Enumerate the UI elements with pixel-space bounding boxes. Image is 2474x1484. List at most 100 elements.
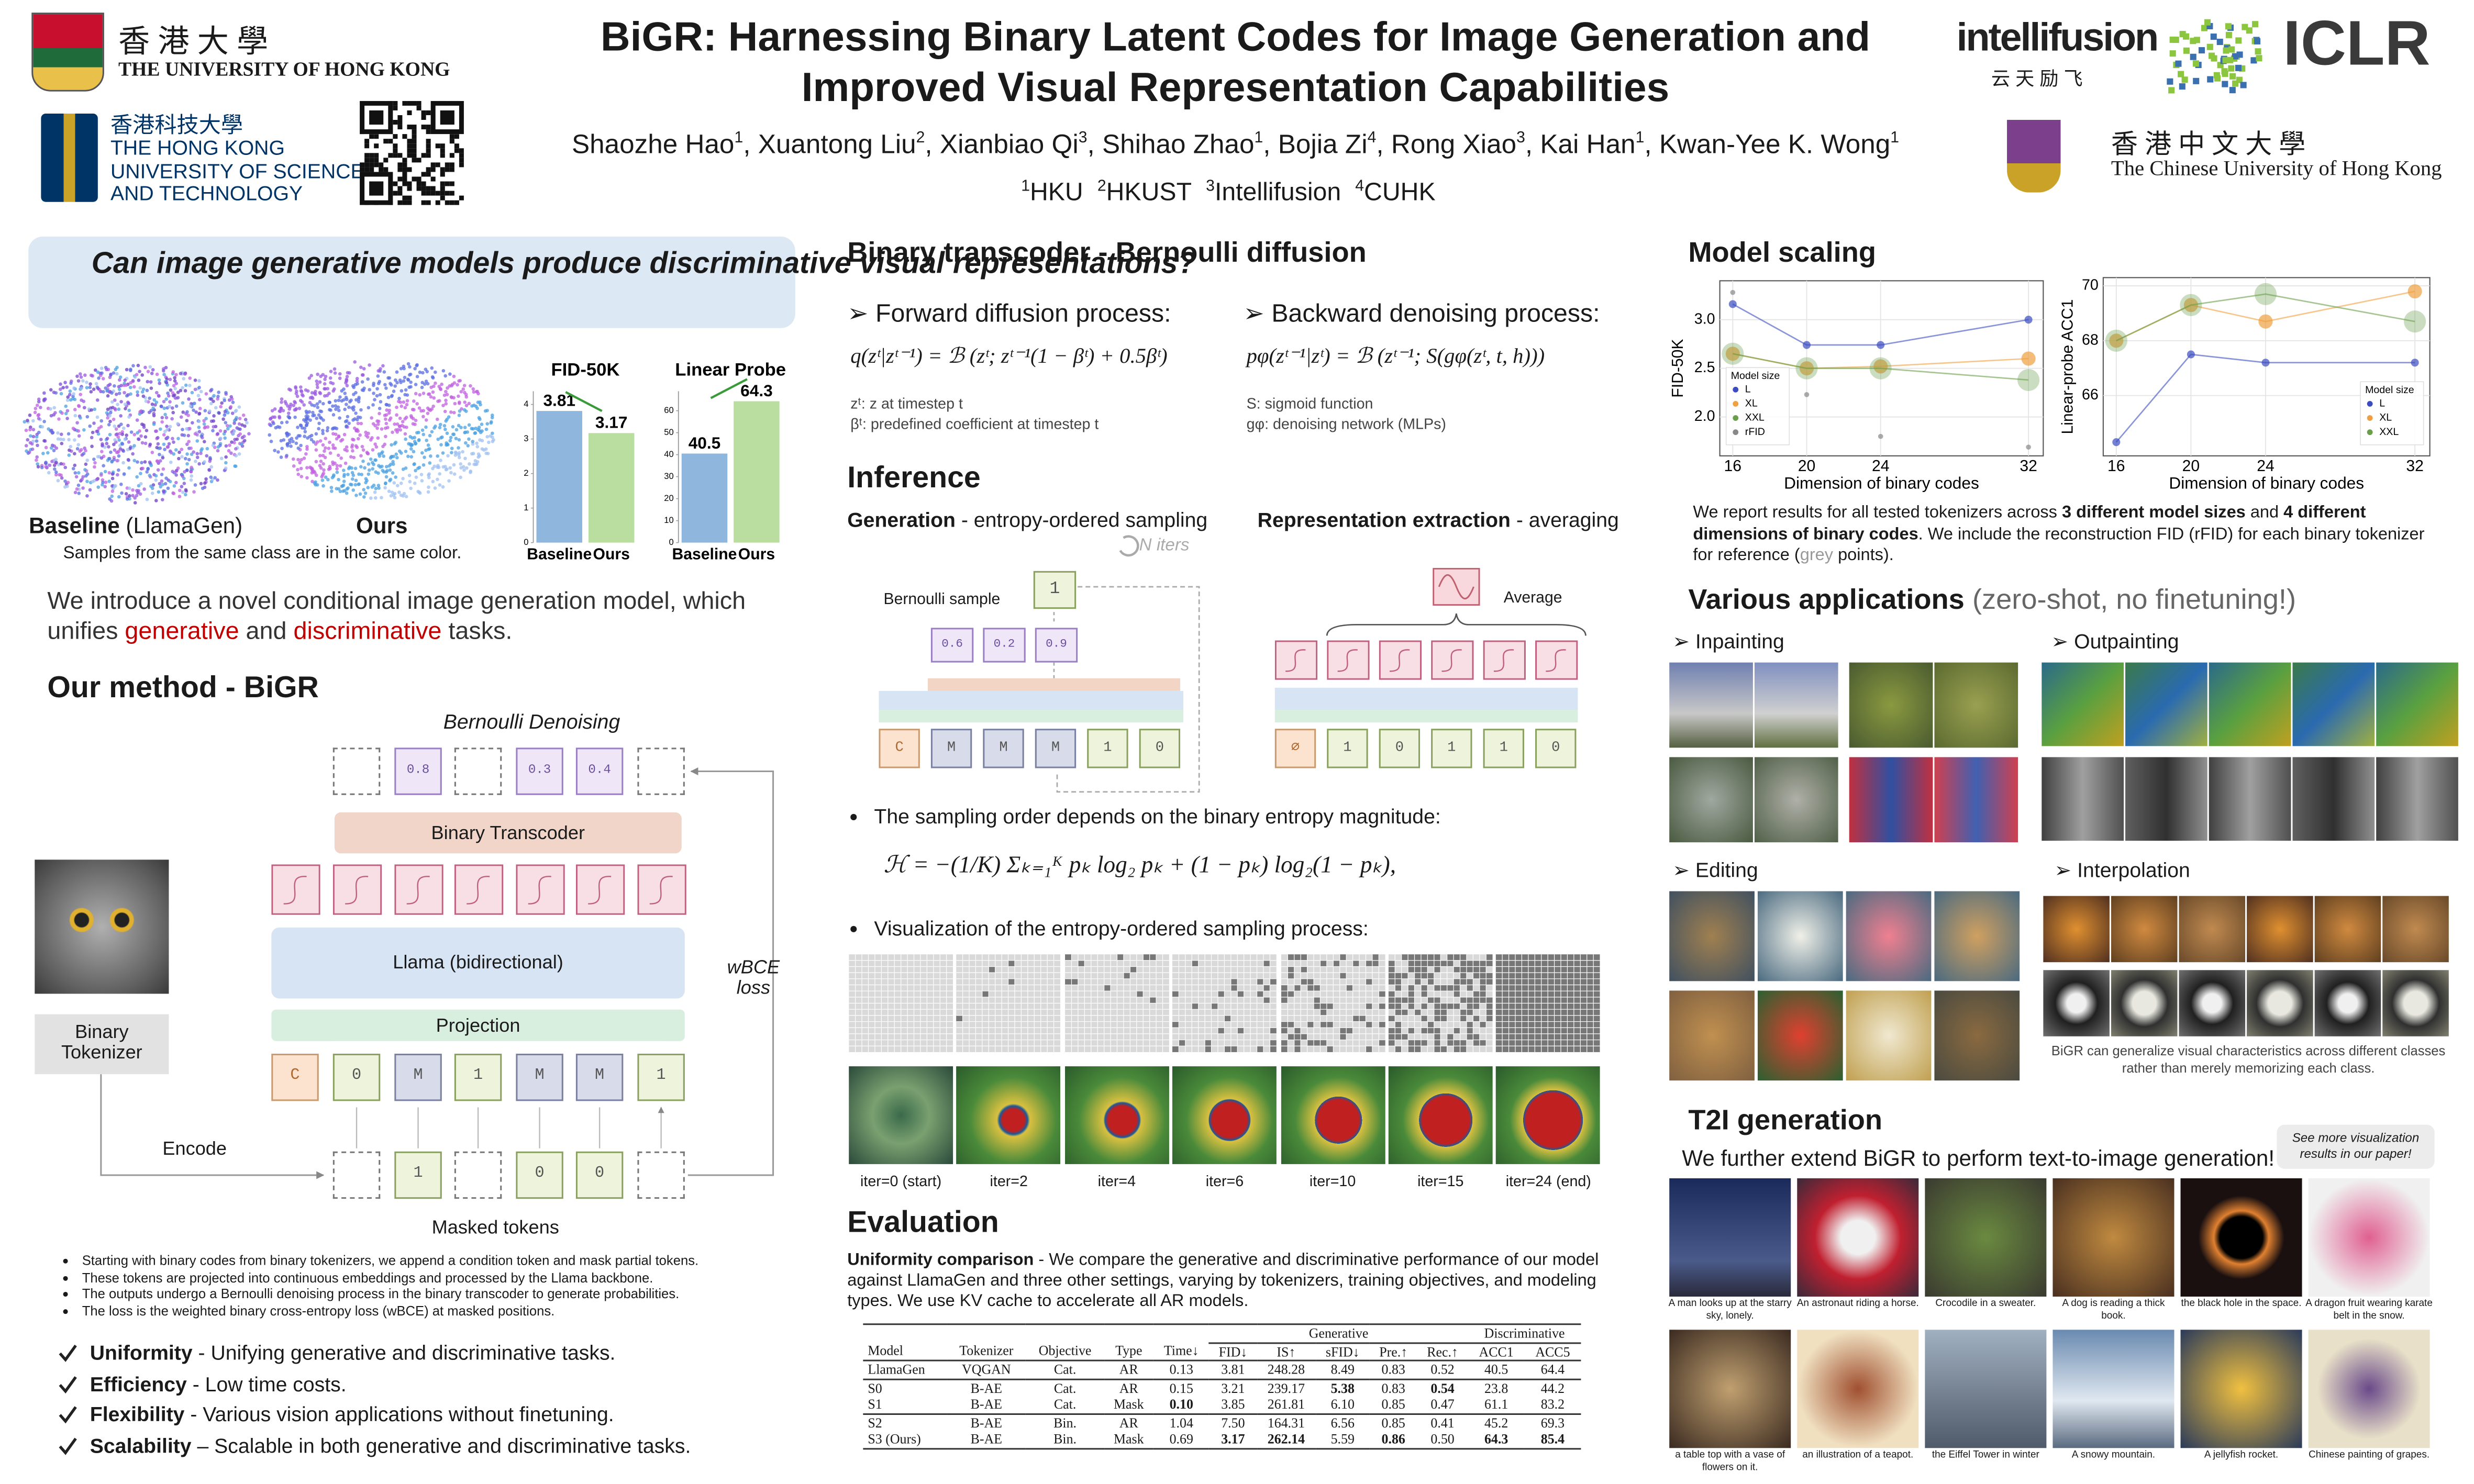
- qr-cell: [426, 200, 431, 205]
- sampled-cell: [1447, 1040, 1454, 1046]
- tsne-point: [476, 392, 480, 396]
- text-run: . We include the reconstruction FID (rFI…: [1693, 524, 2425, 565]
- tsne-point: [105, 437, 109, 441]
- tsne-point: [225, 423, 229, 428]
- tsne-point: [68, 393, 72, 397]
- tsne-point: [363, 466, 367, 470]
- tsne-point: [143, 365, 147, 370]
- tsne-point: [421, 371, 425, 375]
- tsne-point: [368, 363, 371, 367]
- table-cell: 0.85: [1381, 1414, 1405, 1430]
- t2i-caption: Chinese painting of grapes.: [2309, 1449, 2430, 1461]
- column-header: ACC5: [1535, 1343, 1570, 1359]
- tsne-point: [360, 380, 364, 384]
- sampled-cell: [1541, 1009, 1549, 1016]
- sampled-cell: [1516, 966, 1523, 973]
- tsne-point: [359, 465, 363, 469]
- tsne-point: [453, 401, 457, 406]
- qr-cell: [374, 134, 379, 139]
- tsne-point: [444, 401, 448, 406]
- logo-dot: [2207, 76, 2214, 83]
- column-header: Time↓: [1163, 1343, 1199, 1359]
- title: Improved Visual Representation Capabilit…: [801, 63, 1670, 110]
- tsne-point: [304, 452, 308, 456]
- tsne-point: [157, 378, 161, 382]
- projection-label: Projection: [436, 1014, 520, 1036]
- tsne-point: [149, 463, 153, 467]
- tsne-point: [224, 466, 228, 470]
- tsne-point: [28, 441, 32, 445]
- tsne-point: [331, 462, 335, 466]
- tsne-point: [364, 477, 368, 481]
- tsne-point: [136, 431, 139, 435]
- tsne-point: [389, 477, 393, 482]
- qr-cell: [416, 176, 421, 182]
- tsne-point: [285, 432, 290, 436]
- sampled-cell: [1142, 954, 1150, 961]
- cuhk-crest: [2007, 120, 2061, 193]
- tsne-point: [112, 417, 116, 421]
- tsne-point: [456, 383, 459, 387]
- tsne-point: [216, 395, 220, 398]
- author-name: Shaozhe Hao: [571, 129, 735, 160]
- sampled-cell: [1555, 1028, 1562, 1034]
- qr-cell: [402, 176, 407, 182]
- sampled-cell: [1319, 1021, 1326, 1028]
- baseline-name: Baseline: [29, 512, 120, 538]
- qr-cell: [402, 181, 407, 186]
- y-tick-label: 0: [524, 537, 528, 547]
- transcoder-label: Binary Transcoder: [431, 821, 585, 844]
- qr-cell: [402, 158, 407, 163]
- author-name: Bojia Zi: [1278, 129, 1368, 160]
- sampled-cell: [1427, 1021, 1434, 1028]
- tsne-point: [407, 473, 412, 477]
- section-heading: Inference: [847, 462, 981, 496]
- tsne-point: [151, 406, 155, 410]
- tsne-point: [478, 400, 482, 404]
- sampled-cell: [1172, 1021, 1179, 1028]
- tsne-point: [357, 483, 361, 486]
- qr-cell: [426, 167, 431, 172]
- sampled-cell: [1434, 954, 1441, 961]
- tsne-point: [106, 384, 110, 388]
- highlight-title: Uniformity: [90, 1341, 193, 1365]
- tsne-point: [337, 408, 341, 412]
- text-run: grey: [1800, 545, 1834, 565]
- y-tick-label: 30: [664, 471, 673, 481]
- tsne-point: [342, 432, 347, 437]
- tsne-point: [83, 468, 87, 472]
- tsne-point: [461, 465, 465, 469]
- author-name: Rong Xiao: [1391, 129, 1517, 160]
- qr-cell: [407, 181, 412, 186]
- hkust-icon: [41, 113, 98, 202]
- evaluation-lead: Uniformity comparison: [847, 1251, 1034, 1270]
- group-row: Generative Discriminative: [863, 1324, 1581, 1343]
- tsne-point: [163, 412, 167, 417]
- tsne-point: [132, 444, 136, 448]
- y-axis-label: Linear-probe ACC1: [2059, 299, 2077, 434]
- token: M: [930, 729, 972, 768]
- sampled-cell: [1555, 985, 1562, 991]
- tsne-point: [384, 475, 389, 479]
- table-cell: Mask: [1113, 1396, 1144, 1412]
- logo-dot: [2222, 81, 2228, 87]
- qr-cell: [430, 167, 436, 172]
- tsne-point: [194, 459, 197, 463]
- parrot-image: [1280, 1066, 1385, 1164]
- sampled-cell: [1460, 1009, 1467, 1016]
- tsne-point: [158, 482, 162, 486]
- sampled-cell: [1172, 991, 1179, 997]
- sigmoid-icon: [528, 876, 551, 905]
- sampled-cell: [1581, 1003, 1588, 1010]
- tsne-point: [148, 396, 152, 400]
- tsne-point: [360, 373, 364, 377]
- sampled-cell: [1568, 1009, 1575, 1016]
- sampled-cell: [1466, 985, 1473, 991]
- sampled-cell: [1388, 973, 1395, 979]
- tsne-point: [100, 371, 104, 375]
- tsne-point: [179, 415, 183, 419]
- prob-token: [1379, 640, 1422, 680]
- sampled-cell: [1395, 1028, 1402, 1034]
- tsne-point: [311, 410, 315, 415]
- iter-label: iter=2: [990, 1173, 1028, 1191]
